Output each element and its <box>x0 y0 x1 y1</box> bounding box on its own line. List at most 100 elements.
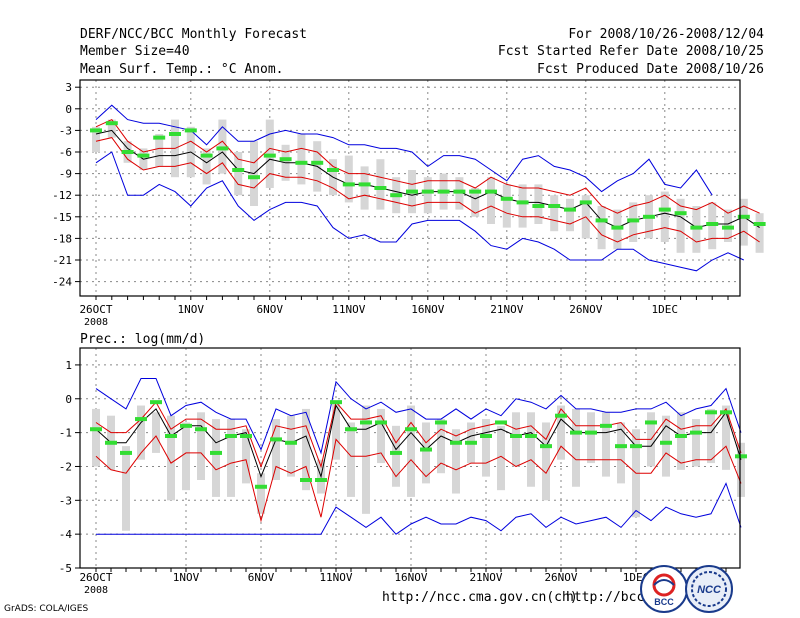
prec-x-year-label: 2008 <box>84 585 108 596</box>
chart-title: DERF/NCC/BCC Monthly Forecast <box>80 27 307 42</box>
temp-median-marker <box>753 222 766 226</box>
prec-median-marker <box>480 434 492 438</box>
prec-spread-box <box>227 419 235 497</box>
temp-spread-box <box>550 195 559 232</box>
prec-x-tick-label: 6NOV <box>248 571 275 584</box>
prec-median-marker <box>660 440 672 445</box>
temp-spread-box <box>676 198 685 253</box>
temp-median-marker <box>406 189 418 194</box>
temp-spread-box <box>107 119 116 138</box>
grads-credit: GrADS: COLA/IGES <box>4 604 89 614</box>
temp-spread-box <box>360 166 369 210</box>
temp-median-marker <box>169 132 181 136</box>
prec-spread-box <box>527 412 535 487</box>
temp-median-marker <box>690 225 703 230</box>
temp-x-tick-label: 16NOV <box>411 303 444 316</box>
prec-spread-box <box>422 422 430 484</box>
temp-spread-box <box>660 191 669 242</box>
temp-y-tick-label: -3 <box>59 124 72 137</box>
produced-date-label: Fcst Produced Date 2008/10/26 <box>537 62 764 77</box>
temp-median-marker <box>263 153 276 158</box>
prec-median-marker <box>600 423 612 428</box>
prec-spread-box <box>242 429 250 484</box>
prec-median-marker <box>345 427 357 432</box>
prec-spread-box <box>377 408 385 464</box>
prec-spread-box <box>407 405 415 497</box>
prec-spread-box <box>707 408 715 464</box>
prec-spread-box <box>272 419 280 480</box>
prec-x-tick-label: 26NOV <box>544 571 577 584</box>
prec-spread-box <box>257 473 265 514</box>
prec-spread-box <box>362 405 370 514</box>
temp-y-tick-label: -6 <box>59 146 72 159</box>
temp-median-marker <box>722 225 734 230</box>
prec-median-marker <box>570 430 582 435</box>
temp-x-tick-label: 21NOV <box>490 303 523 316</box>
temp-median-marker <box>485 189 497 194</box>
temp-spread-box <box>376 159 385 210</box>
temp-panel: 3 0 -3 -6 -9 -12 -15 -18 -21 -24 26OCT 1NOV 6NOV 11NO… <box>52 79 766 328</box>
prec-spread-box <box>452 429 460 494</box>
temp-upper-line <box>95 118 760 214</box>
temp-median-marker <box>232 168 245 172</box>
prec-median-marker <box>630 444 642 449</box>
ncc-logo: NCC <box>685 565 733 613</box>
prec-median-marker <box>90 427 102 432</box>
bcc-url[interactable]: http://bcc.c <box>566 590 660 605</box>
temp-median-marker <box>564 207 576 212</box>
prec-median-marker <box>405 427 417 432</box>
temp-median-marker <box>295 160 308 165</box>
prec-spread-box <box>152 412 160 453</box>
prec-median-marker <box>180 423 192 428</box>
ncc-logo-text: NCC <box>697 584 722 596</box>
temp-y-tick-label: -24 <box>52 276 72 289</box>
temp-spread-box <box>502 184 511 228</box>
temp-median-marker <box>248 175 260 180</box>
temp-x-tick-label: 26NOV <box>569 303 602 316</box>
prec-spread-box <box>497 425 505 491</box>
prec-mean-line <box>95 404 742 479</box>
prec-spread-box <box>347 422 355 497</box>
prec-spread-box <box>332 402 340 460</box>
prec-spread-box <box>542 422 550 501</box>
prec-spread-box <box>302 408 310 491</box>
prec-y-tick-label: -5 <box>59 562 72 575</box>
bcc-logo: BCC <box>640 565 688 613</box>
temp-median-marker <box>200 153 213 158</box>
prec-median-marker <box>420 447 432 452</box>
prec-spread-box <box>197 412 205 480</box>
temp-x-tick-label: 1DEC <box>652 303 679 316</box>
temp-median-marker <box>90 128 102 133</box>
prec-median-marker <box>435 420 447 425</box>
prec-spread-box <box>602 412 610 477</box>
temp-y-tick-label: -9 <box>59 168 72 181</box>
temp-median-marker <box>342 182 355 187</box>
prec-y-tick-label: -2 <box>59 460 72 473</box>
prec-spread-box <box>737 442 745 497</box>
temp-spread-box <box>566 198 574 232</box>
prec-spread-box <box>512 412 520 467</box>
prec-median-marker <box>120 450 132 455</box>
prec-lower-line <box>95 435 742 523</box>
temp-spread-box <box>297 134 306 185</box>
prec-panel-title: Prec.: log(mm/d) <box>80 332 205 347</box>
temp-frame <box>79 79 741 297</box>
temp-x-tick-label: 26OCT <box>79 303 112 316</box>
prec-median-marker <box>165 434 177 438</box>
ncc-url[interactable]: http://ncc.cma.gov.cn(ch) <box>382 590 578 605</box>
prec-median-marker <box>615 444 627 449</box>
prec-y-tick-label: -1 <box>59 427 72 440</box>
prec-median-marker <box>495 420 507 425</box>
prec-median-marker <box>735 454 747 459</box>
prec-median-marker <box>555 413 567 418</box>
temp-spread-box <box>202 148 211 185</box>
temp-median-marker <box>390 193 403 198</box>
temp-median-marker <box>137 153 150 158</box>
prec-frame <box>79 347 741 569</box>
prec-median-marker <box>105 440 117 445</box>
prec-median-marker <box>510 434 522 438</box>
temp-x-tick-label: 11NOV <box>332 303 365 316</box>
prec-median-marker <box>270 437 282 442</box>
temp-median-marker <box>611 225 624 230</box>
